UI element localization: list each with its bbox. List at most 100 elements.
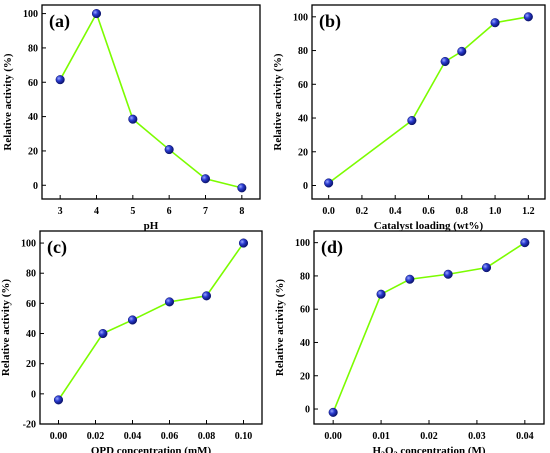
data-point: [98, 328, 108, 339]
data-point: [238, 238, 249, 248]
data-point: [407, 116, 417, 126]
y-tick-label: 100: [295, 238, 310, 249]
plot-frame: [39, 230, 263, 425]
x-tick-label: 0.03: [468, 431, 486, 442]
plot-frame: [313, 230, 545, 425]
x-axis-label: OPD concentration (mM): [91, 445, 212, 453]
x-tick-label: 0.02: [420, 431, 438, 442]
x-tick-label: 1.0: [489, 206, 502, 217]
x-tick-label: 0.00: [324, 431, 342, 442]
x-axis-label: H2O2 concentration (M): [372, 445, 485, 453]
x-tick-label: 0.10: [235, 431, 253, 442]
x-axis-label-part: O: [385, 445, 394, 453]
x-tick-label: 0.02: [87, 431, 105, 442]
y-tick-label: 20: [300, 371, 310, 382]
y-tick-label: 0: [31, 389, 36, 400]
x-axis-label-part: H: [372, 445, 381, 453]
x-axis-label: pH: [144, 220, 159, 232]
y-tick-label: 100: [23, 9, 38, 20]
data-point: [405, 274, 415, 284]
series-line: [328, 16, 529, 184]
y-tick-label: 0: [303, 181, 308, 192]
data-point: [457, 46, 467, 56]
y-tick-label: 20: [298, 147, 308, 158]
y-tick-label: 80: [300, 271, 310, 282]
series-line: [332, 241, 526, 413]
y-axis-label: Relative activity (%): [272, 53, 284, 150]
x-tick-label: 6: [167, 206, 172, 217]
x-tick-label: 8: [239, 206, 244, 217]
series-line: [59, 11, 243, 189]
y-axis-label: Relative activity (%): [274, 279, 286, 376]
data-point: [200, 174, 211, 184]
y-tick-label: 0: [305, 405, 310, 416]
x-tick-label: 0.4: [389, 206, 402, 217]
data-point: [164, 297, 175, 307]
y-tick-label: 40: [300, 338, 310, 349]
panel-label: (c): [47, 237, 67, 258]
data-point: [523, 12, 533, 22]
x-tick-label: 3: [58, 206, 63, 217]
x-axis-label: Catalyst loading (wt%): [374, 220, 484, 232]
x-axis-label-subscript: 2: [394, 450, 398, 453]
y-tick-label: 80: [26, 269, 36, 280]
data-point: [164, 145, 174, 155]
x-tick-label: 0.8: [456, 206, 469, 217]
x-tick-label: 0.00: [50, 431, 68, 442]
panel-d: 0.00 0.01 0.02 0.03 0.04 0 20 40 60 80 100 (d) H2O2 …: [274, 230, 545, 453]
y-tick-label: 20: [26, 359, 36, 370]
x-tick-label: 7: [203, 206, 208, 217]
data-point: [328, 407, 338, 417]
data-point: [237, 183, 247, 193]
y-tick-label: 40: [298, 114, 308, 125]
plot-frame: [41, 4, 261, 200]
panel-label: (d): [321, 237, 343, 258]
x-tick-label: 4: [94, 206, 99, 217]
x-axis-label-part: concentration (M): [398, 445, 486, 453]
y-tick-label: 60: [298, 80, 308, 91]
x-tick-label: 0.06: [161, 431, 179, 442]
y-axis-label: Relative activity (%): [0, 279, 12, 376]
panel-b: 0.0 0.2 0.4 0.6 0.8 1.0 1.2 0 20 40 60 80 100 (b) Cata…: [272, 4, 546, 232]
y-tick-label: 40: [28, 112, 38, 123]
series-line: [57, 242, 245, 401]
panel-label: (b): [319, 11, 341, 32]
x-tick-label: 5: [130, 206, 135, 217]
data-point: [127, 315, 138, 325]
y-tick-label: 60: [300, 305, 310, 316]
data-point: [55, 75, 65, 85]
x-tick-label: 0.6: [422, 206, 435, 217]
y-tick-label: 80: [28, 43, 38, 54]
data-point: [376, 289, 386, 299]
y-tick-label: 40: [26, 329, 36, 340]
x-axis-label-subscript: 2: [381, 450, 385, 453]
x-tick-label: 0.04: [516, 431, 534, 442]
data-point: [128, 114, 138, 124]
panel-label: (a): [49, 11, 70, 32]
x-tick-label: 1.2: [522, 206, 535, 217]
y-tick-label: -20: [23, 420, 36, 431]
data-point: [443, 269, 453, 279]
y-tick-label: 100: [21, 239, 36, 250]
x-tick-label: 0.04: [124, 431, 142, 442]
x-tick-label: 0.2: [356, 206, 369, 217]
data-point: [53, 395, 64, 405]
y-tick-label: 60: [28, 78, 38, 89]
data-point: [481, 263, 492, 273]
data-point: [91, 9, 102, 19]
y-tick-label: 80: [298, 46, 308, 57]
data-point: [201, 291, 212, 301]
data-point: [440, 56, 450, 67]
y-tick-label: 100: [293, 12, 308, 23]
x-tick-label: 0.08: [198, 431, 216, 442]
x-tick-label: 0.0: [322, 206, 335, 217]
data-point: [324, 178, 334, 188]
y-tick-label: 0: [33, 181, 38, 192]
data-point: [520, 238, 530, 248]
y-tick-label: 20: [28, 146, 38, 157]
y-tick-label: 60: [26, 299, 36, 310]
x-tick-label: 0.01: [372, 431, 390, 442]
data-point: [490, 18, 500, 28]
